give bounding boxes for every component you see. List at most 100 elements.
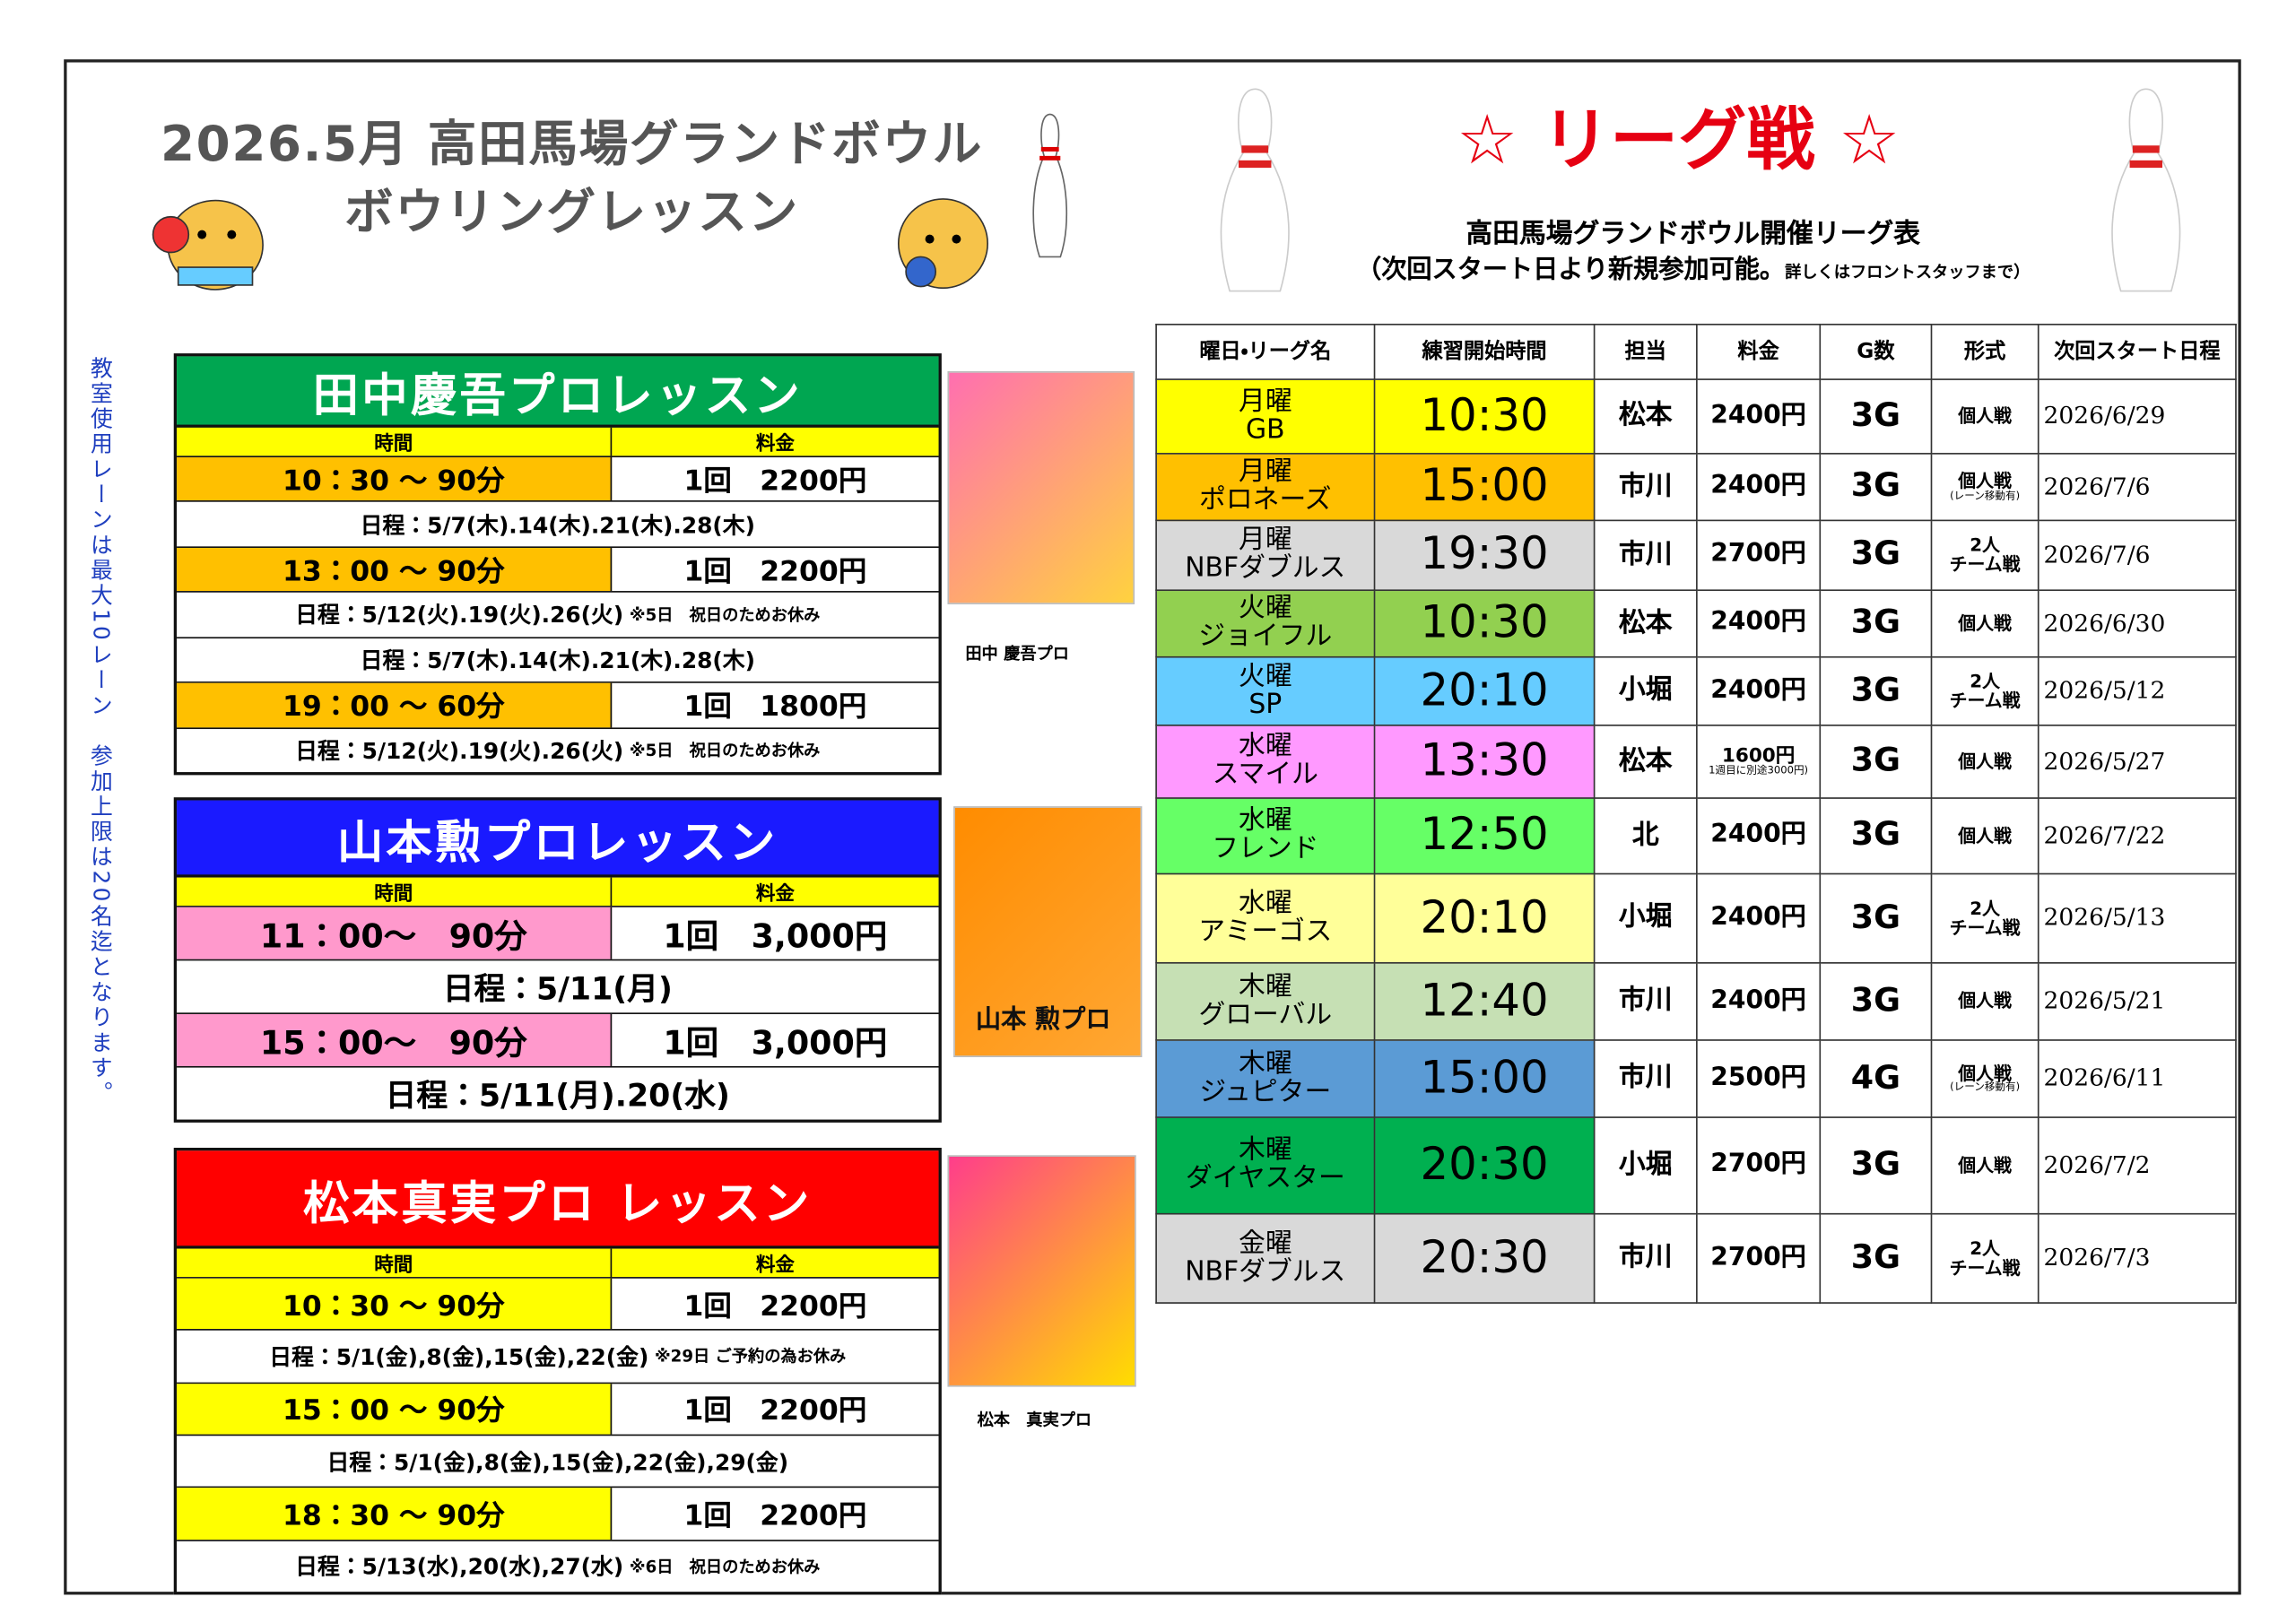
league-name: NBFダブルス <box>1185 1255 1346 1287</box>
start-time: 20:10 <box>1373 655 1596 726</box>
column-header: 形式 <box>1930 323 2039 380</box>
format: 個人戦 <box>1958 1062 2012 1084</box>
next-start: 2026/7/22 <box>2037 797 2237 875</box>
column-header: 料金 <box>755 883 795 907</box>
next-start: 2026/5/21 <box>2037 962 2237 1041</box>
fee: 2400円 <box>1710 985 1806 1015</box>
league-name: ダイヤスター <box>1185 1162 1345 1194</box>
format-cell: 2人 チーム戦 <box>1930 519 2039 592</box>
instructor-photo <box>947 370 1135 604</box>
next-start: 2026/6/30 <box>2037 589 2237 658</box>
column-header: 担当 <box>1593 323 1698 380</box>
day: 木曜 <box>1239 970 1292 1002</box>
mascot <box>897 198 989 290</box>
staff: 市川 <box>1593 1039 1698 1118</box>
lesson-time: 18：30 〜 90分 <box>177 1488 613 1540</box>
next-start: 2026/6/11 <box>2037 1039 2237 1118</box>
lesson-price: 1回 2200円 <box>683 555 867 588</box>
format: 2人 チーム戦 <box>1949 671 2021 711</box>
format: 個人戦 <box>1958 825 2012 846</box>
photo-caption: 松本 真実プロ <box>977 1410 1092 1430</box>
lesson-row: 日程：5/11(月).20(水) <box>177 1065 939 1120</box>
fee-cell: 2400円 <box>1696 378 1822 455</box>
lesson-title: 松本真実プロ レッスン <box>177 1150 939 1249</box>
frame <box>64 59 2241 1595</box>
lesson-row: 日程：5/11(月) <box>177 959 939 1013</box>
day: 水曜 <box>1239 730 1292 762</box>
format-cell: 個人戦 <box>1930 589 2039 658</box>
games: 3G <box>1819 1212 1933 1304</box>
league-name-cell: 木曜 グローバル <box>1155 962 1376 1041</box>
format: 個人戦 <box>1958 405 2012 427</box>
fee-cell: 2400円 <box>1696 655 1822 726</box>
league-title: ☆ リーグ戦 ☆ <box>1456 99 1900 180</box>
day: 水曜 <box>1239 804 1292 837</box>
next-start: 2026/5/27 <box>2037 725 2237 799</box>
next-start: 2026/7/6 <box>2037 453 2237 522</box>
format-cell: 2人 チーム戦 <box>1930 1212 2039 1304</box>
day: 金曜 <box>1239 1227 1292 1259</box>
games: 3G <box>1819 797 1933 875</box>
start-time: 20:30 <box>1373 1212 1596 1304</box>
bowling-pin <box>1032 113 1068 258</box>
fee-cell: 2400円 <box>1696 872 1822 964</box>
format-cell: 2人 チーム戦 <box>1930 655 2039 726</box>
next-start: 2026/6/29 <box>2037 378 2237 455</box>
format: 個人戦 <box>1958 990 2012 1012</box>
lesson-price: 1回 3,000円 <box>663 918 888 956</box>
league-row: 木曜 ダイヤスター 20:30 小堀 2700円 3G 個人戦 2026/7/2 <box>1155 1116 2237 1215</box>
league-name: SP <box>1248 688 1283 720</box>
fee: 2700円 <box>1710 1149 1806 1179</box>
fee-cell: 2700円 <box>1696 1116 1822 1215</box>
league-name-cell: 月曜 NBFダブルス <box>1155 519 1376 592</box>
format-note: (レーン移動有) <box>1950 489 2021 502</box>
schedule-cell: 日程：5/1(金),8(金),15(金),22(金),29(金) <box>177 1436 938 1487</box>
league-name-cell: 金曜 NBFダブルス <box>1155 1212 1376 1304</box>
games: 3G <box>1819 589 1933 658</box>
schedule-cell: 日程：5/11(月).20(水) <box>177 1068 938 1120</box>
fee: 2400円 <box>1710 607 1806 638</box>
mascot <box>152 199 264 291</box>
league-note: （次回スタート日より新規参加可能。詳しくはフロントスタッフまで） <box>1307 248 2079 285</box>
lesson-box: 松本真実プロ レッスン 時間 料金 10：30 〜 90分 1回 2200円 日程：5/1… <box>173 1148 942 1595</box>
league-name-cell: 水曜 アミーゴス <box>1155 872 1376 964</box>
league-row: 火曜 ジョイフル 10:30 松本 2400円 3G 個人戦 2026/6/30 <box>1155 589 2237 658</box>
column-header: 料金 <box>755 1254 795 1278</box>
fee: 2700円 <box>1710 539 1806 569</box>
schedule-cell: 日程：5/1(金),8(金),15(金),22(金) ※29日 ご予約の為お休み <box>177 1331 938 1382</box>
games: 3G <box>1819 453 1933 522</box>
lesson-row: 日程：5/1(金),8(金),15(金),22(金) ※29日 ご予約の為お休み <box>177 1329 939 1382</box>
fee-cell: 2400円 <box>1696 453 1822 522</box>
format: 個人戦 <box>1958 751 2012 772</box>
side-note: 教室使用レーンは最大10レーン 参加上限は20名迄となります。 <box>87 356 115 1107</box>
games: 4G <box>1819 1039 1933 1118</box>
games: 3G <box>1819 1116 1933 1215</box>
schedule-cell: 日程：5/13(水),20(水),27(水) ※6日 祝日のためお休み <box>177 1541 938 1592</box>
next-start: 2026/5/12 <box>2037 655 2237 726</box>
league-row: 月曜 NBFダブルス 19:30 市川 2700円 3G 2人 チーム戦 2026/7/6 <box>1155 519 2237 592</box>
column-header: 曜日・リーグ名 <box>1155 323 1376 380</box>
schedule: 日程：5/7(木).14(木).21(木).28(木) <box>360 647 755 674</box>
league-row: 火曜 SP 20:10 小堀 2400円 3G 2人 チーム戦 2026/5/12 <box>1155 655 2237 726</box>
lesson-price: 1回 2200円 <box>683 1289 867 1323</box>
schedule: 日程：5/12(火).19(火).26(火) <box>295 602 624 629</box>
lesson-time: 10：30 〜 90分 <box>177 457 613 501</box>
schedule: 日程：5/11(月) <box>442 970 673 1006</box>
lesson-row: 日程：5/7(木).14(木).21(木).28(木) <box>177 500 939 546</box>
column-header: 次回スタート日程 <box>2037 323 2237 380</box>
fee: 2400円 <box>1710 902 1806 933</box>
league-row: 月曜 GB 10:30 松本 2400円 3G 個人戦 2026/6/29 <box>1155 378 2237 455</box>
lesson-price: 1回 2200円 <box>683 464 867 499</box>
lesson-row: 19：00 〜 60分 1回 1800円 <box>177 681 939 727</box>
header-row: 時間 料金 <box>177 427 939 456</box>
column-header: 料金 <box>755 433 795 456</box>
fee: 2400円 <box>1710 400 1806 430</box>
games: 3G <box>1819 872 1933 964</box>
fee-cell: 1600円 1週目に別途3000円) <box>1696 725 1822 799</box>
staff: 北 <box>1593 797 1698 875</box>
lesson-box: 田中慶吾プロレッスン 時間 料金 10：30 〜 90分 1回 2200円 日程：5/7(… <box>173 353 942 776</box>
league-row: 月曜 ポロネーズ 15:00 市川 2400円 3G 個人戦 (レーン移動有) 2026/7/6 <box>1155 453 2237 522</box>
league-subtitle: 高田馬場グランドボウル開催リーグ表 <box>1465 218 1921 250</box>
format: 2人 チーム戦 <box>1949 1237 2021 1278</box>
format: 2人 チーム戦 <box>1949 898 2021 938</box>
